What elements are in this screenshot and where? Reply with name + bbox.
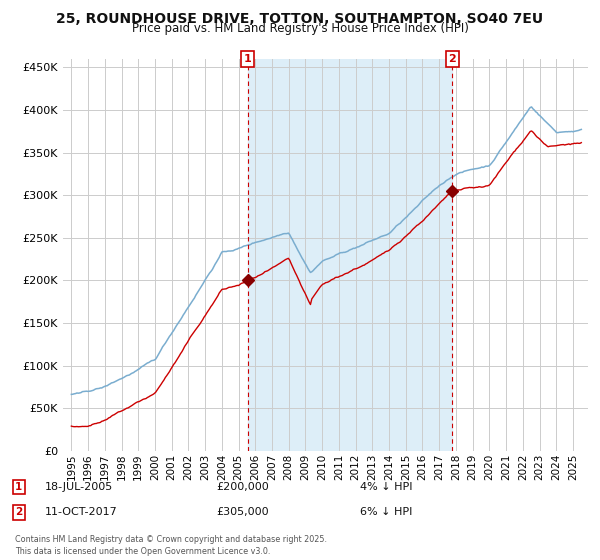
Text: 2: 2	[448, 54, 456, 64]
Text: £200,000: £200,000	[216, 482, 269, 492]
Text: 4% ↓ HPI: 4% ↓ HPI	[360, 482, 413, 492]
Text: £305,000: £305,000	[216, 507, 269, 517]
Text: 18-JUL-2005: 18-JUL-2005	[45, 482, 113, 492]
Text: 1: 1	[15, 482, 22, 492]
Text: 2: 2	[15, 507, 22, 517]
Text: 25, ROUNDHOUSE DRIVE, TOTTON, SOUTHAMPTON, SO40 7EU: 25, ROUNDHOUSE DRIVE, TOTTON, SOUTHAMPTO…	[56, 12, 544, 26]
Text: Price paid vs. HM Land Registry's House Price Index (HPI): Price paid vs. HM Land Registry's House …	[131, 22, 469, 35]
Text: Contains HM Land Registry data © Crown copyright and database right 2025.
This d: Contains HM Land Registry data © Crown c…	[15, 535, 327, 556]
Bar	[248, 59, 452, 451]
Text: 6% ↓ HPI: 6% ↓ HPI	[360, 507, 412, 517]
Text: 11-OCT-2017: 11-OCT-2017	[45, 507, 118, 517]
Text: 1: 1	[244, 54, 251, 64]
